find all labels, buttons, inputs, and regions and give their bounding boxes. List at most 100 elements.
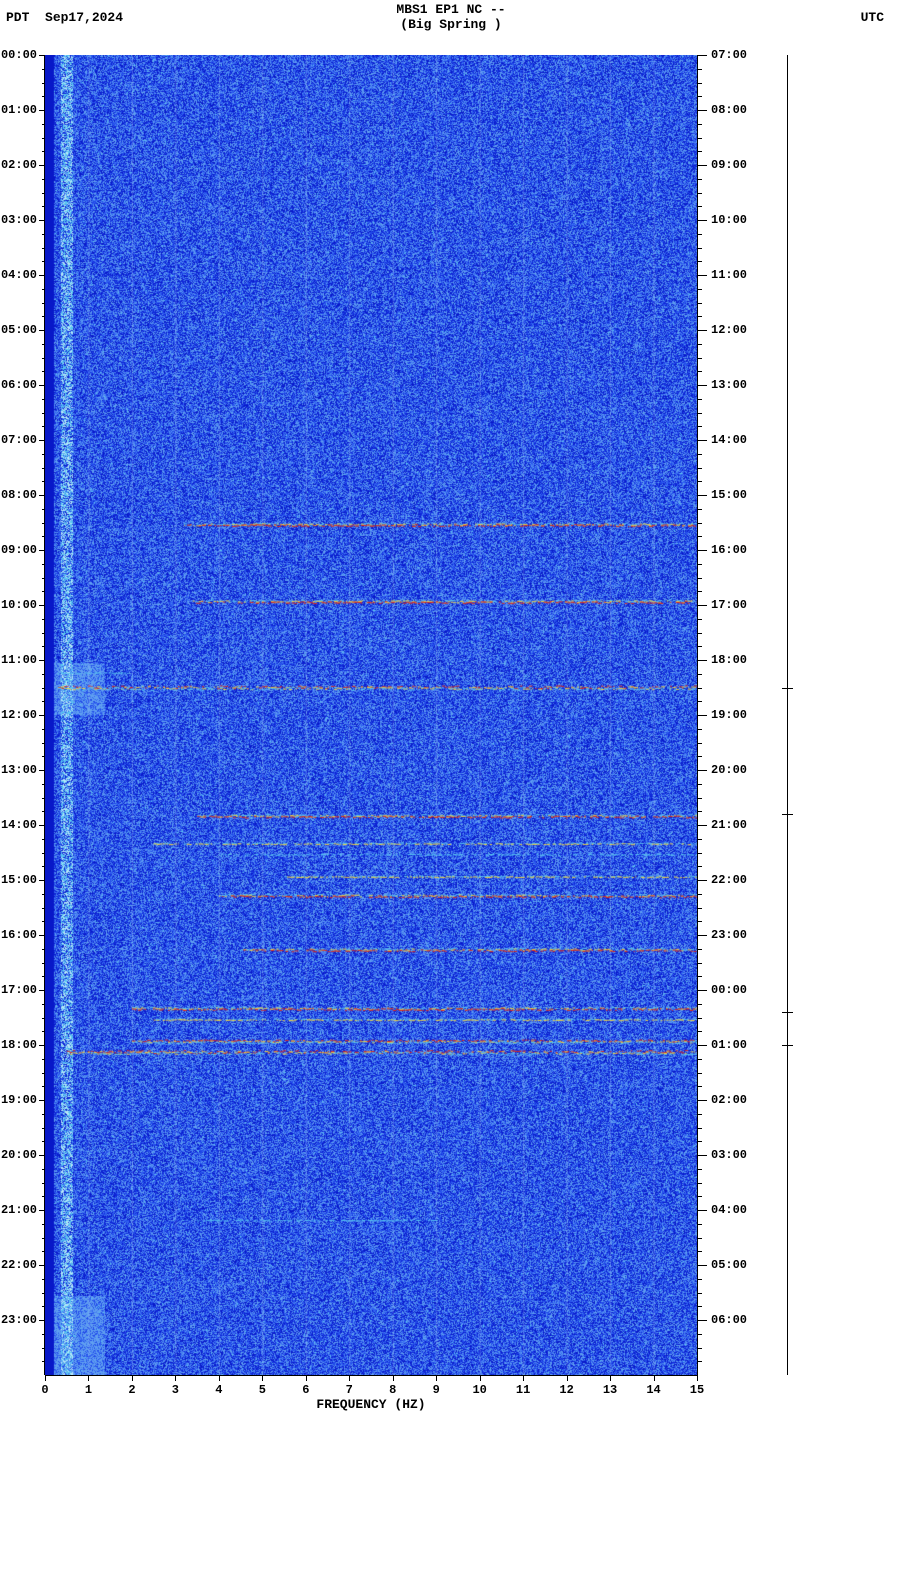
right-minor-tick	[697, 839, 702, 840]
right-minor-tick	[697, 1334, 702, 1335]
right-minor-tick	[697, 1361, 702, 1362]
right-tick-label: 11:00	[711, 268, 747, 282]
left-tick-label: 17:00	[1, 983, 37, 997]
right-tick-label: 14:00	[711, 433, 747, 447]
left-minor-tick	[42, 564, 45, 565]
right-tick-label: 18:00	[711, 653, 747, 667]
right-tick-mark	[697, 715, 707, 716]
right-tick-label: 04:00	[711, 1203, 747, 1217]
right-tick-label: 01:00	[711, 1038, 747, 1052]
left-minor-tick	[42, 1293, 45, 1294]
right-minor-tick	[697, 426, 702, 427]
left-tick-label: 21:00	[1, 1203, 37, 1217]
date-label: Sep17,2024	[45, 10, 123, 25]
left-minor-tick	[42, 578, 45, 579]
right-tick-label: 19:00	[711, 708, 747, 722]
right-minor-tick	[697, 866, 702, 867]
right-tick-mark	[697, 660, 707, 661]
bottom-tick-label: 1	[85, 1383, 92, 1397]
left-minor-tick	[42, 811, 45, 812]
left-minor-tick	[42, 151, 45, 152]
left-minor-tick	[42, 1238, 45, 1239]
right-tick-label: 02:00	[711, 1093, 747, 1107]
left-tick-label: 07:00	[1, 433, 37, 447]
right-minor-tick	[697, 1196, 702, 1197]
right-minor-tick	[697, 248, 702, 249]
left-minor-tick	[42, 468, 45, 469]
bottom-tick-mark	[132, 1375, 133, 1381]
left-minor-tick	[42, 303, 45, 304]
left-minor-tick	[42, 1128, 45, 1129]
left-minor-tick	[42, 743, 45, 744]
right-minor-tick	[697, 179, 702, 180]
left-minor-tick	[42, 138, 45, 139]
left-tick-label: 23:00	[1, 1313, 37, 1327]
right-tick-label: 06:00	[711, 1313, 747, 1327]
right-tick-mark	[697, 110, 707, 111]
left-tick-mark	[39, 880, 45, 881]
right-minor-tick	[697, 1141, 702, 1142]
left-minor-tick	[42, 371, 45, 372]
left-tick-label: 14:00	[1, 818, 37, 832]
right-tick-mark	[697, 935, 707, 936]
left-minor-tick	[42, 96, 45, 97]
right-minor-tick	[697, 536, 702, 537]
right-tick-label: 08:00	[711, 103, 747, 117]
left-tick-label: 09:00	[1, 543, 37, 557]
right-tick-label: 03:00	[711, 1148, 747, 1162]
left-tick-label: 10:00	[1, 598, 37, 612]
right-minor-tick	[697, 261, 702, 262]
left-minor-tick	[42, 1348, 45, 1349]
left-minor-tick	[42, 523, 45, 524]
left-minor-tick	[42, 536, 45, 537]
left-minor-tick	[42, 1224, 45, 1225]
left-minor-tick	[42, 701, 45, 702]
bottom-tick-mark	[306, 1375, 307, 1381]
right-tick-mark	[697, 275, 707, 276]
right-minor-tick	[697, 1238, 702, 1239]
left-minor-tick	[42, 674, 45, 675]
left-minor-tick	[42, 426, 45, 427]
bottom-tick-label: 0	[41, 1383, 48, 1397]
left-tick-label: 11:00	[1, 653, 37, 667]
event-marker-axis-line	[787, 55, 788, 1375]
event-marker-tick	[782, 1012, 793, 1013]
right-minor-tick	[697, 743, 702, 744]
left-tick-mark	[39, 935, 45, 936]
right-tick-label: 12:00	[711, 323, 747, 337]
right-minor-tick	[697, 399, 702, 400]
left-tick-mark	[39, 1100, 45, 1101]
right-minor-tick	[697, 811, 702, 812]
left-minor-tick	[42, 358, 45, 359]
left-tick-label: 00:00	[1, 48, 37, 62]
right-minor-tick	[697, 1224, 702, 1225]
right-tick-label: 13:00	[711, 378, 747, 392]
right-tick-label: 09:00	[711, 158, 747, 172]
right-minor-tick	[697, 688, 702, 689]
right-tick-mark	[697, 605, 707, 606]
bottom-tick-label: 13	[603, 1383, 617, 1397]
right-minor-tick	[697, 1293, 702, 1294]
bottom-tick-mark	[654, 1375, 655, 1381]
left-minor-tick	[42, 1251, 45, 1252]
frequency-axis: FREQUENCY (HZ) 0123456789101112131415	[45, 1375, 697, 1415]
left-minor-tick	[42, 1059, 45, 1060]
left-tick-mark	[39, 1320, 45, 1321]
left-minor-tick	[42, 921, 45, 922]
left-tick-label: 01:00	[1, 103, 37, 117]
right-minor-tick	[697, 358, 702, 359]
right-minor-tick	[697, 1004, 702, 1005]
right-tick-mark	[697, 55, 707, 56]
right-minor-tick	[697, 316, 702, 317]
left-tick-mark	[39, 220, 45, 221]
header-center: MBS1 EP1 NC -- (Big Spring )	[396, 2, 505, 32]
right-minor-tick	[697, 523, 702, 524]
right-tick-mark	[697, 1210, 707, 1211]
left-minor-tick	[42, 1361, 45, 1362]
bottom-tick-mark	[436, 1375, 437, 1381]
right-minor-tick	[697, 234, 702, 235]
right-tick-mark	[697, 990, 707, 991]
left-tick-mark	[39, 165, 45, 166]
left-time-axis: 00:0001:0002:0003:0004:0005:0006:0007:00…	[0, 55, 45, 1375]
right-minor-tick	[697, 1183, 702, 1184]
